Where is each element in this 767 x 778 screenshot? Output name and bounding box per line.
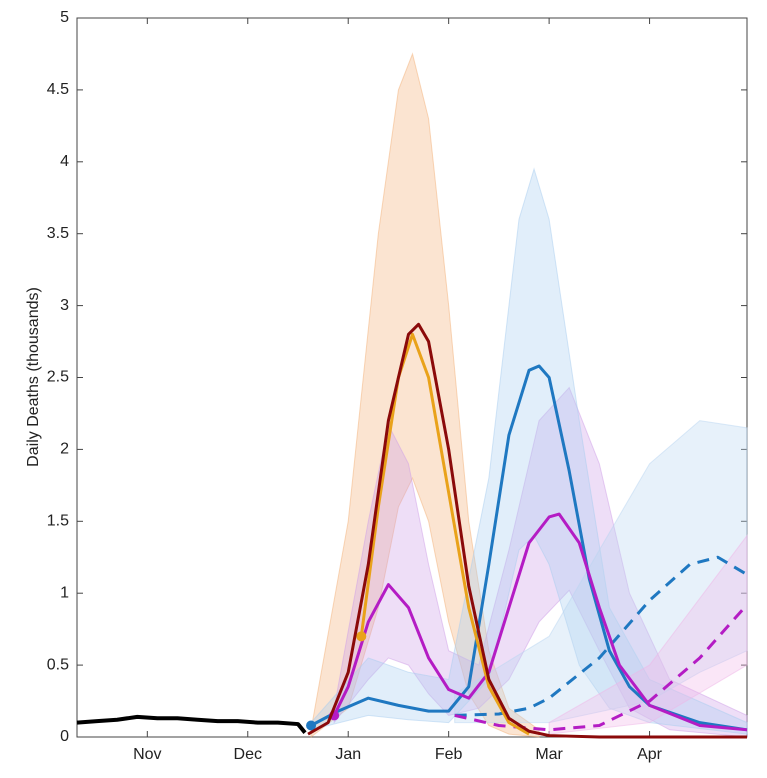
x-tick-label: Apr <box>637 746 663 763</box>
y-tick-label: 4.5 <box>47 81 69 98</box>
y-tick-label: 3.5 <box>47 225 69 242</box>
y-tick-label: 1 <box>60 584 69 601</box>
x-tick-label: Nov <box>133 746 161 763</box>
y-tick-label: 0 <box>60 728 69 745</box>
series-line <box>307 322 747 739</box>
x-tick-label: Jan <box>335 746 361 763</box>
x-tick-label: Feb <box>435 746 463 763</box>
start-marker <box>356 631 367 642</box>
y-tick-label: 3 <box>60 297 69 314</box>
series-line <box>454 555 748 717</box>
y-tick-label: 2.5 <box>47 369 69 386</box>
series-line <box>76 714 307 734</box>
y-tick-label: 4 <box>60 153 69 170</box>
series-line <box>359 332 530 736</box>
start-marker <box>306 720 317 731</box>
x-tick-label: Dec <box>234 746 262 763</box>
y-tick-label: 5 <box>60 9 69 26</box>
y-tick-label: 1.5 <box>47 513 69 530</box>
y-tick-label: 0.5 <box>47 656 69 673</box>
series-line <box>310 364 748 732</box>
series-line <box>332 512 748 732</box>
y-axis-label: Daily Deaths (thousands) <box>25 287 42 467</box>
confidence-band <box>310 167 748 735</box>
series-line <box>454 603 749 732</box>
x-tick-label: Mar <box>535 746 563 763</box>
y-tick-label: 2 <box>60 441 69 458</box>
